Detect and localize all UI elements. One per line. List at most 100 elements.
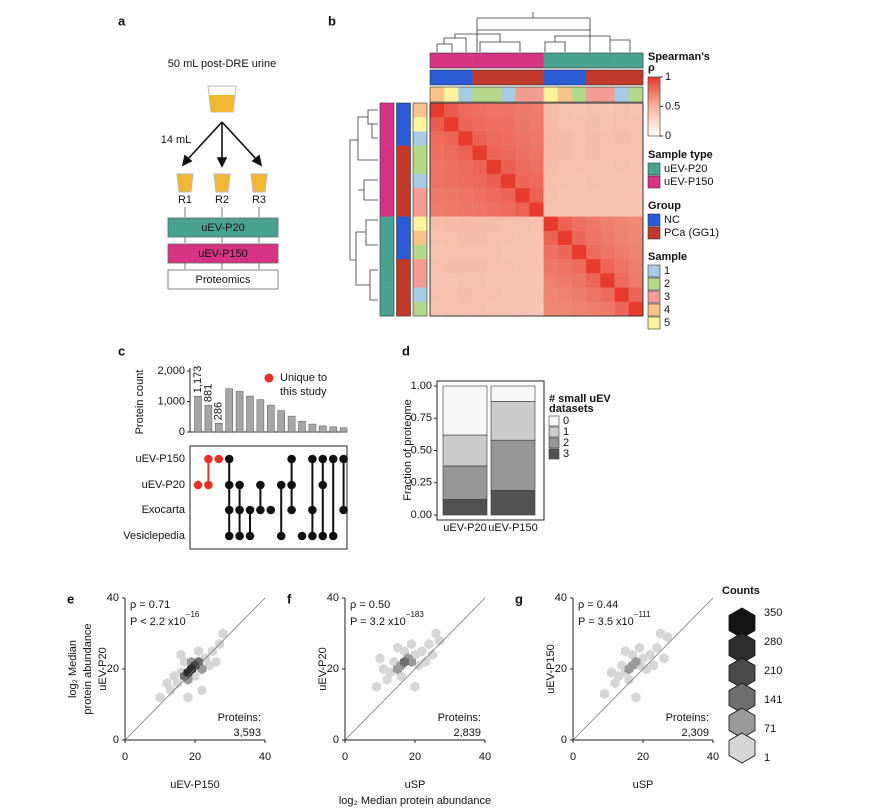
- column-annotation: [614, 53, 630, 68]
- heat-cell: [586, 159, 601, 175]
- colorbar-step: [648, 80, 660, 84]
- legend-label: 4: [664, 304, 670, 316]
- value-label: 1,173: [192, 366, 204, 394]
- heat-cell: [515, 301, 530, 317]
- legend-swatch: [548, 426, 560, 438]
- row-annotation: [413, 230, 427, 246]
- x-tick-label: 0: [342, 751, 348, 763]
- bar: [256, 399, 265, 433]
- heat-cell: [458, 245, 473, 260]
- heat-cell: [628, 188, 644, 203]
- column-annotation: [515, 87, 530, 102]
- heat-cell: [444, 103, 459, 118]
- heat-cell: [529, 131, 544, 146]
- colorbar-step: [648, 126, 660, 129]
- row-annotation: [413, 103, 427, 118]
- heat-cell: [614, 103, 630, 118]
- heat-cell: [572, 188, 587, 203]
- membership-dot: [204, 454, 213, 464]
- p-exponent: −183: [406, 610, 425, 619]
- legend-label: Unique to: [280, 372, 327, 384]
- heat-cell: [543, 245, 559, 260]
- hex-bin: [663, 631, 672, 643]
- heat-cell: [600, 230, 615, 246]
- column-annotation: [572, 53, 587, 68]
- heat-cell: [444, 174, 459, 189]
- bar: [267, 404, 275, 433]
- heat-cell: [444, 117, 459, 132]
- heat-cell: [529, 117, 544, 132]
- heat-cell: [543, 301, 559, 317]
- heat-cell: [430, 245, 445, 260]
- heat-cell: [600, 301, 615, 317]
- heat-cell: [586, 259, 601, 274]
- heat-cell: [529, 230, 544, 246]
- hex-bin: [428, 649, 437, 660]
- row-annotation: [413, 259, 427, 274]
- p-text: P = 3.5 x10: [578, 616, 634, 628]
- heat-cell: [515, 216, 530, 232]
- heat-cell: [628, 103, 644, 118]
- hex-bin: [631, 692, 641, 703]
- hex-bin: [375, 653, 385, 664]
- diagram-art: [176, 85, 268, 269]
- heat-cell: [628, 174, 644, 189]
- membership-dot: [235, 480, 244, 490]
- bar: [235, 391, 244, 433]
- heat-cell: [600, 174, 615, 189]
- colorbar-step: [648, 118, 660, 121]
- heat-cell: [444, 230, 459, 246]
- hex-bin: [424, 638, 434, 650]
- heat-cell: [501, 188, 516, 203]
- heat-cell: [543, 188, 559, 203]
- bar: [298, 421, 306, 433]
- heat-cell: [600, 216, 615, 232]
- heat-cell: [515, 245, 530, 260]
- colorbar-step: [648, 110, 660, 113]
- heat-cell: [586, 245, 601, 260]
- heat-cell: [628, 245, 644, 260]
- membership-dot: [245, 505, 255, 515]
- heat-cell: [515, 287, 530, 303]
- heat-cell: [557, 301, 573, 317]
- hex-bin: [190, 670, 200, 682]
- heat-cell: [572, 230, 587, 246]
- heat-cell: [543, 230, 559, 246]
- row-annotation: [413, 301, 427, 317]
- heat-cell: [557, 245, 573, 260]
- n-value: 3,593: [233, 727, 261, 739]
- membership-dot: [235, 505, 244, 515]
- column-annotation: [430, 70, 445, 85]
- y-tick-label: 0: [333, 734, 339, 746]
- row-annotation: [413, 245, 427, 260]
- row-annotation: [380, 131, 394, 146]
- row-annotation: [413, 131, 427, 146]
- bar: [246, 395, 254, 433]
- heat-cell: [430, 131, 445, 146]
- hex-bin: [656, 628, 665, 639]
- heat-cell: [458, 103, 473, 118]
- heat-cell: [430, 273, 445, 288]
- membership-dot: [256, 480, 265, 490]
- y-axis-title: uEV-P150: [545, 644, 557, 694]
- bar-segment: [442, 465, 488, 500]
- heat-cell: [444, 259, 459, 274]
- row-annotation: [413, 159, 427, 175]
- column-annotation: [628, 70, 644, 85]
- row-annotation: [380, 230, 394, 246]
- hex-bin: [642, 663, 651, 675]
- membership-dot: [235, 531, 244, 541]
- heat-cell: [543, 273, 559, 288]
- colorbar-step: [648, 106, 660, 109]
- heat-cell: [486, 273, 502, 288]
- hex-bin: [166, 685, 175, 696]
- colorbar-step: [648, 88, 660, 92]
- arrows: [181, 121, 263, 168]
- heat-cell: [529, 103, 544, 118]
- y-tick-label: 0.00: [411, 509, 432, 521]
- legend-label: 2: [664, 278, 670, 290]
- heat-cell: [501, 103, 516, 118]
- row-annotation: [396, 216, 411, 232]
- colorbar-title: Spearman's: [648, 51, 710, 63]
